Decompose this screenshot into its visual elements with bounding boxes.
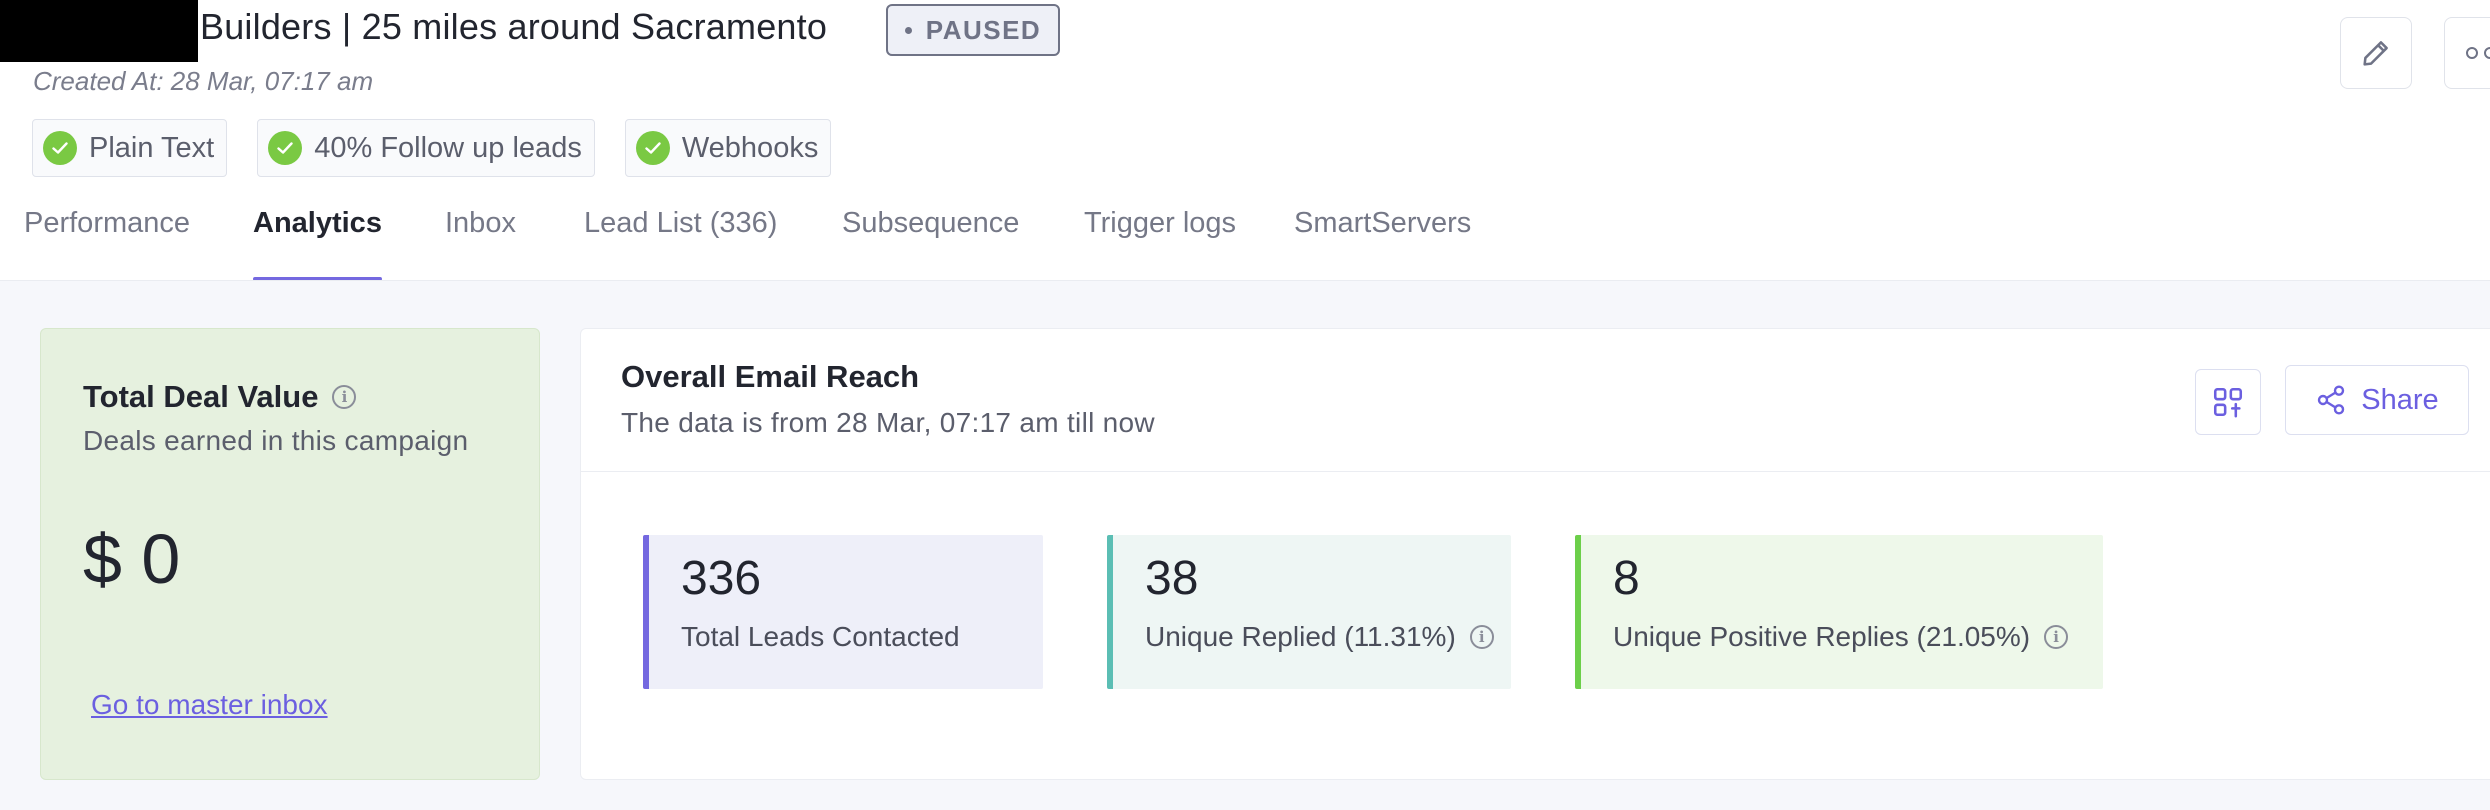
info-icon[interactable]: i (2044, 625, 2069, 649)
tab-performance[interactable]: Performance (24, 207, 191, 239)
edit-button[interactable] (2340, 17, 2412, 89)
tab-smartservers[interactable]: SmartServers (1294, 207, 1472, 239)
check-icon (635, 131, 670, 165)
stat-label-text: Unique Positive Replies (21.05%) (1613, 621, 2031, 652)
stat-value: 38 (1145, 552, 1199, 605)
stat-label: Total Leads Contacted (681, 621, 960, 653)
tab-trigger-logs[interactable]: Trigger logs (1084, 207, 1237, 239)
reach-card-divider (581, 471, 2490, 472)
share-label: Share (2361, 383, 2439, 416)
check-icon (268, 131, 303, 165)
tab-analytics[interactable]: Analytics (253, 207, 382, 281)
pencil-icon (2363, 41, 2388, 66)
feature-chip-label: Webhooks (681, 131, 819, 164)
go-to-master-inbox-link[interactable]: Go to master inbox (91, 689, 328, 720)
stat-unique-positive-replies: 8 Unique Positive Replies (21.05%) i (1575, 535, 2103, 689)
stat-label: Unique Positive Replies (21.05%) i (1613, 621, 2069, 653)
deal-card-title-text: Total Deal Value (83, 379, 319, 414)
stat-label-text: Total Leads Contacted (681, 621, 960, 652)
tab-inbox[interactable]: Inbox (445, 207, 516, 239)
tab-subsequence[interactable]: Subsequence (842, 207, 1020, 239)
total-deal-value-card: Total Deal Value i Deals earned in this … (40, 328, 540, 780)
tab-lead-list[interactable]: Lead List (336) (584, 207, 778, 239)
reach-card-title: Overall Email Reach (621, 359, 920, 394)
status-dot-icon (904, 26, 912, 34)
feature-chip-label: 40% Follow up leads (314, 131, 582, 164)
stat-total-leads-contacted: 336 Total Leads Contacted (643, 535, 1043, 689)
deal-card-subtitle: Deals earned in this campaign (83, 425, 469, 456)
stat-label-text: Unique Replied (11.31%) (1145, 621, 1456, 652)
feature-chips: Plain Text 40% Follow up leads Webhooks (32, 119, 832, 177)
created-at-text: Created At: 28 Mar, 07:17 am (33, 66, 374, 96)
status-label: PAUSED (925, 14, 1042, 45)
check-icon (43, 131, 77, 165)
share-button[interactable]: Share (2285, 365, 2469, 435)
stat-value: 8 (1613, 552, 1640, 605)
deal-value: $ 0 (83, 520, 181, 598)
info-icon[interactable]: i (1469, 625, 1494, 649)
stat-label: Unique Replied (11.31%) i (1145, 621, 1494, 653)
campaign-title: Builders | 25 miles around Sacramento (200, 6, 828, 47)
feature-chip-webhooks: Webhooks (624, 119, 832, 177)
reach-card-subtitle: The data is from 28 Mar, 07:17 am till n… (621, 407, 1155, 438)
tabs-divider (0, 280, 2490, 281)
deal-card-title: Total Deal Value i (83, 379, 357, 415)
feature-chip-plain-text: Plain Text (32, 119, 228, 177)
stat-unique-replied: 38 Unique Replied (11.31%) i (1107, 535, 1511, 689)
info-icon[interactable]: i (332, 385, 357, 409)
overall-email-reach-card: Overall Email Reach The data is from 28 … (580, 328, 2490, 780)
status-badge: PAUSED (886, 4, 1060, 56)
share-icon (2318, 385, 2345, 415)
feature-chip-label: Plain Text (89, 131, 215, 164)
customize-widgets-button[interactable] (2195, 369, 2261, 435)
grid-pin-icon (2213, 387, 2243, 418)
feature-chip-follow-up: 40% Follow up leads (257, 119, 595, 177)
more-options-button[interactable] (2444, 17, 2490, 89)
stat-value: 336 (681, 552, 762, 605)
campaign-tabs: Performance Analytics Inbox Lead List (3… (0, 207, 2490, 281)
redacted-block (0, 0, 198, 62)
more-dots-icon (2466, 47, 2490, 59)
